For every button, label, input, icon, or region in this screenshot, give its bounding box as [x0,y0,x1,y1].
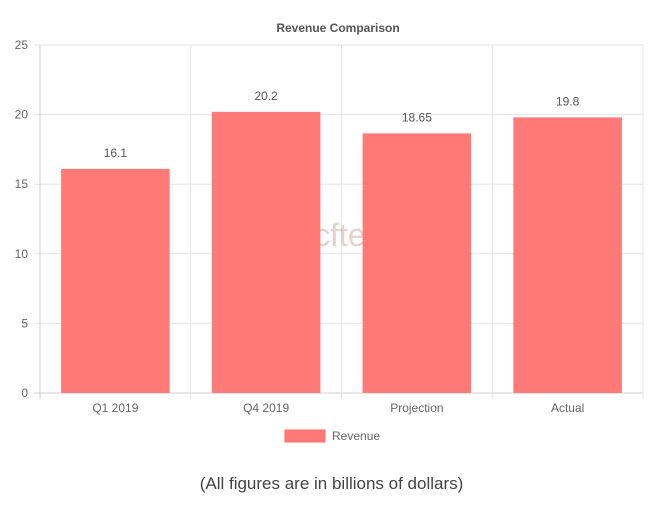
bar-value-label: 20.2 [254,89,278,103]
x-tick-label: Actual [551,401,584,415]
x-tick-label: Projection [390,401,443,415]
bar [513,117,622,393]
footnote: (All figures are in billions of dollars) [199,474,464,493]
bar [362,133,472,393]
bar-value-label: 18.65 [402,110,432,124]
y-tick-label: 5 [21,316,28,330]
legend[interactable]: Revenue [284,429,380,443]
y-tick-label: 0 [21,386,28,400]
bars: 16.1 20.2 18.65 19.8 [61,89,622,393]
y-tick-label: 20 [15,108,29,122]
bar-value-label: 16.1 [104,146,128,160]
y-tick-label: 10 [15,247,29,261]
legend-swatch-revenue[interactable] [284,429,326,443]
bar [61,168,170,393]
x-tick-label: Q1 2019 [92,401,138,415]
axes: 0 5 10 15 20 25 Q1 2019 Q4 2019 Projection Actual [15,38,585,415]
y-tick-label: 25 [15,38,29,52]
chart-title: Revenue Comparison [276,21,399,35]
x-tick-label: Q4 2019 [243,401,289,415]
bar [211,111,321,393]
bar-value-label: 19.8 [556,94,580,108]
y-tick-label: 15 [15,177,29,191]
legend-label-revenue[interactable]: Revenue [332,429,380,443]
